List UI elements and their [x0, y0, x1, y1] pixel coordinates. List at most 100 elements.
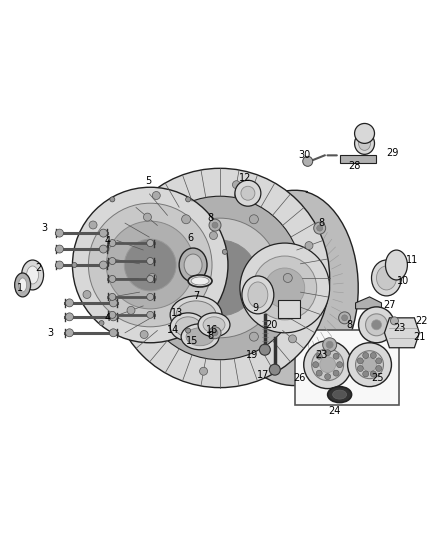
Circle shape — [109, 293, 116, 301]
Ellipse shape — [19, 278, 27, 292]
Ellipse shape — [188, 275, 212, 287]
Circle shape — [186, 197, 191, 202]
Text: 14: 14 — [167, 325, 179, 335]
Text: 3: 3 — [47, 328, 53, 338]
Ellipse shape — [203, 317, 225, 333]
Circle shape — [356, 351, 384, 378]
Circle shape — [357, 358, 363, 364]
Circle shape — [249, 215, 258, 224]
Text: 28: 28 — [348, 161, 361, 171]
Ellipse shape — [186, 328, 214, 346]
Circle shape — [66, 299, 74, 307]
Ellipse shape — [191, 277, 209, 285]
Circle shape — [342, 315, 348, 321]
Text: 20: 20 — [265, 320, 278, 330]
Circle shape — [359, 307, 395, 343]
Text: 24: 24 — [328, 406, 341, 416]
Circle shape — [259, 344, 270, 355]
Circle shape — [241, 186, 255, 200]
Text: 15: 15 — [186, 336, 198, 346]
Circle shape — [99, 229, 107, 237]
Text: 27: 27 — [383, 300, 396, 310]
Text: 8: 8 — [207, 331, 213, 341]
Ellipse shape — [176, 301, 216, 329]
Polygon shape — [356, 297, 381, 309]
Circle shape — [314, 222, 326, 234]
Circle shape — [390, 317, 399, 325]
Text: 23: 23 — [393, 323, 406, 333]
Polygon shape — [220, 190, 358, 385]
Circle shape — [313, 362, 319, 368]
Circle shape — [56, 229, 64, 237]
Circle shape — [316, 353, 322, 359]
Ellipse shape — [170, 313, 206, 341]
Text: 12: 12 — [239, 173, 251, 183]
Text: 10: 10 — [397, 276, 410, 286]
Ellipse shape — [184, 254, 202, 276]
Circle shape — [88, 203, 212, 327]
Circle shape — [317, 225, 323, 231]
Circle shape — [66, 313, 74, 321]
Circle shape — [325, 374, 331, 379]
Text: 25: 25 — [371, 373, 384, 383]
Circle shape — [56, 261, 64, 269]
Circle shape — [240, 243, 330, 333]
Circle shape — [99, 320, 104, 326]
Circle shape — [323, 338, 337, 352]
Circle shape — [209, 327, 221, 339]
Circle shape — [182, 240, 258, 316]
Text: 21: 21 — [413, 332, 426, 342]
Circle shape — [106, 221, 194, 309]
Text: 6: 6 — [187, 233, 193, 243]
Circle shape — [203, 301, 212, 309]
Circle shape — [363, 371, 369, 377]
Bar — [339, 155, 375, 163]
Circle shape — [303, 156, 313, 166]
Bar — [278, 300, 300, 318]
Circle shape — [212, 222, 218, 228]
Circle shape — [235, 180, 261, 206]
Circle shape — [109, 257, 116, 264]
Circle shape — [109, 240, 116, 247]
Circle shape — [56, 245, 64, 253]
Circle shape — [363, 358, 377, 372]
Circle shape — [147, 240, 154, 247]
Text: 19: 19 — [246, 350, 258, 360]
Text: 1: 1 — [17, 283, 23, 293]
Circle shape — [110, 329, 117, 337]
Circle shape — [147, 257, 154, 264]
Circle shape — [371, 320, 381, 330]
Circle shape — [316, 370, 322, 376]
Ellipse shape — [377, 266, 396, 290]
Circle shape — [124, 239, 176, 291]
Circle shape — [265, 268, 305, 308]
Circle shape — [109, 311, 116, 318]
Ellipse shape — [355, 132, 374, 155]
Circle shape — [366, 314, 388, 336]
Text: 17: 17 — [257, 370, 269, 379]
Circle shape — [138, 196, 302, 360]
Text: 3: 3 — [42, 223, 48, 233]
Circle shape — [144, 213, 152, 221]
Circle shape — [209, 219, 221, 231]
Circle shape — [289, 335, 297, 343]
Circle shape — [72, 187, 228, 343]
Circle shape — [376, 366, 382, 372]
Circle shape — [326, 341, 333, 348]
Text: 23: 23 — [315, 350, 328, 360]
Circle shape — [160, 218, 280, 338]
Ellipse shape — [198, 313, 230, 337]
Text: 30: 30 — [299, 150, 311, 160]
Text: 29: 29 — [386, 148, 399, 158]
Text: 5: 5 — [145, 176, 152, 186]
Ellipse shape — [371, 260, 401, 296]
Text: 2: 2 — [35, 263, 42, 273]
Circle shape — [99, 261, 107, 269]
Circle shape — [72, 263, 77, 268]
Ellipse shape — [328, 386, 352, 402]
Ellipse shape — [242, 276, 274, 314]
Ellipse shape — [170, 296, 222, 334]
Circle shape — [110, 313, 117, 321]
Polygon shape — [385, 318, 419, 348]
Ellipse shape — [332, 390, 346, 399]
